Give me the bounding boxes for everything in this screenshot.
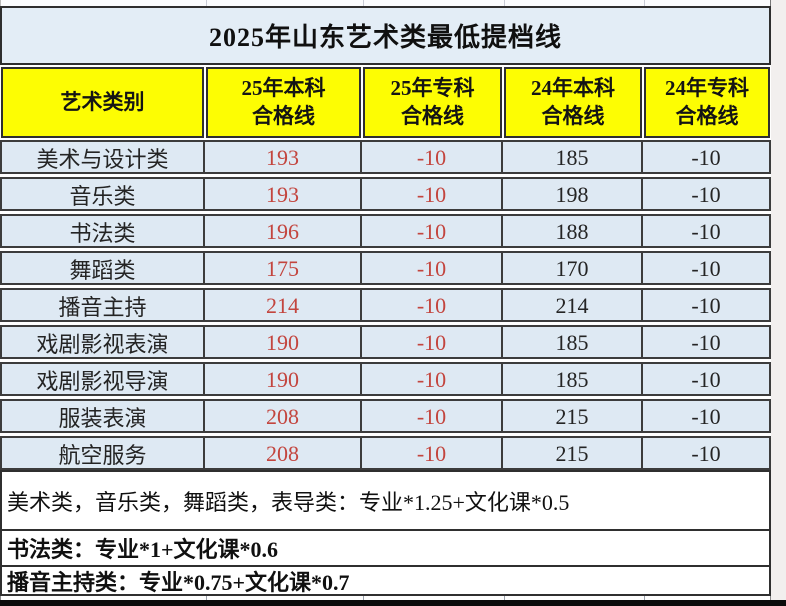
score-cell: 190 (203, 364, 360, 396)
header-line: 合格线 (401, 103, 464, 128)
score-cell: -10 (360, 142, 501, 174)
score-cell: 175 (203, 253, 360, 285)
header-cell-2025-benke: 25年本科 合格线 (206, 67, 361, 138)
category-cell: 音乐类 (69, 184, 136, 209)
formula-note-general: 美术类，音乐类，舞蹈类，表导类：专业*1.25+文化课*0.5 (0, 470, 771, 531)
table-row: 舞蹈类 175 -10 170 -10 (0, 251, 771, 285)
table-row: 音乐类 193 -10 198 -10 (0, 177, 771, 211)
score-cell: 193 (203, 179, 360, 211)
header-cell-2024-zhuanke: 24年专科 合格线 (644, 67, 770, 138)
score-cell: -10 (360, 401, 501, 433)
table-row: 航空服务 208 -10 215 -10 (0, 436, 771, 470)
score-cell: 185 (501, 142, 641, 174)
score-cell: 196 (203, 216, 360, 248)
score-cell: 198 (501, 179, 641, 211)
score-cell: -10 (641, 253, 769, 285)
table-header-row: 艺术类别 25年本科 合格线 25年专科 合格线 24年本科 合格线 24年专科… (0, 65, 771, 140)
formula-note-calligraphy: 书法类：专业*1+文化课*0.6 (0, 529, 771, 567)
bottom-edge-bar (0, 600, 786, 606)
category-cell: 戏剧影视表演 (36, 332, 169, 357)
cropped-row-bottom (0, 596, 771, 601)
category-cell: 舞蹈类 (69, 258, 136, 283)
header-line: 24年专科 (665, 75, 749, 100)
score-cell: -10 (360, 253, 501, 285)
score-cell: -10 (360, 179, 501, 211)
formula-note-text: 播音主持类：专业*0.75+文化课*0.7 (7, 569, 350, 595)
formula-note-text: 美术类，音乐类，舞蹈类，表导类：专业*1.25+文化课*0.5 (7, 489, 570, 515)
page-margin-right (771, 0, 786, 600)
table-row: 书法类 196 -10 188 -10 (0, 214, 771, 248)
table-title: 2025年山东艺术类最低提档线 (0, 6, 771, 65)
table-row: 戏剧影视导演 190 -10 185 -10 (0, 362, 771, 396)
header-cell-2024-benke: 24年本科 合格线 (504, 67, 642, 138)
score-cell: -10 (641, 216, 769, 248)
score-cell: 208 (203, 438, 360, 470)
score-cell: -10 (360, 364, 501, 396)
category-cell: 美术与设计类 (36, 147, 169, 172)
category-cell: 播音主持 (58, 295, 147, 320)
score-cell: 185 (501, 364, 641, 396)
cropped-row-top (0, 0, 771, 6)
formula-note-broadcasting: 播音主持类：专业*0.75+文化课*0.7 (0, 565, 771, 596)
divider (504, 596, 505, 601)
divider (206, 596, 207, 601)
score-cell: -10 (360, 327, 501, 359)
score-cell: -10 (641, 290, 769, 322)
score-cell: -10 (641, 438, 769, 470)
divider (206, 0, 207, 6)
divider (644, 0, 645, 6)
divider (363, 0, 364, 6)
category-cell: 服装表演 (58, 406, 147, 431)
score-cell: 215 (501, 401, 641, 433)
table-row: 播音主持 214 -10 214 -10 (0, 288, 771, 322)
score-cell: -10 (641, 401, 769, 433)
header-line: 25年本科 (241, 75, 326, 100)
score-cell: 214 (203, 290, 360, 322)
score-cell: -10 (641, 179, 769, 211)
table-body: 美术与设计类 193 -10 185 -10 音乐类 193 -10 198 -… (0, 140, 771, 470)
header-line: 25年专科 (390, 75, 475, 100)
table-row: 服装表演 208 -10 215 -10 (0, 399, 771, 433)
category-cell: 戏剧影视导演 (36, 369, 169, 394)
divider (644, 596, 645, 601)
category-cell: 航空服务 (58, 443, 147, 468)
table-row: 戏剧影视表演 190 -10 185 -10 (0, 325, 771, 359)
header-cell-2025-zhuanke: 25年专科 合格线 (363, 67, 502, 138)
header-line: 24年本科 (531, 75, 615, 100)
category-cell: 书法类 (69, 221, 136, 246)
score-cell: 215 (501, 438, 641, 470)
score-formula-notes: 美术类，音乐类，舞蹈类，表导类：专业*1.25+文化课*0.5 书法类：专业*1… (0, 470, 771, 596)
score-cell: 190 (203, 327, 360, 359)
header-line: 艺术类别 (60, 89, 145, 114)
score-cell: 185 (501, 327, 641, 359)
score-cell: 214 (501, 290, 641, 322)
header-line: 合格线 (252, 103, 315, 128)
score-cell: 193 (203, 142, 360, 174)
score-cell: 208 (203, 401, 360, 433)
score-cell: -10 (360, 290, 501, 322)
formula-note-text: 书法类：专业*1+文化课*0.6 (7, 537, 279, 562)
admission-table: 2025年山东艺术类最低提档线 艺术类别 25年本科 合格线 25年专科 合格线… (0, 0, 771, 601)
score-cell: 170 (501, 253, 641, 285)
table-row: 美术与设计类 193 -10 185 -10 (0, 140, 771, 174)
divider (504, 0, 505, 6)
score-cell: -10 (641, 142, 769, 174)
divider (363, 596, 364, 601)
header-line: 合格线 (541, 103, 605, 128)
score-cell: 188 (501, 216, 641, 248)
score-cell: -10 (360, 438, 501, 470)
score-cell: -10 (641, 327, 769, 359)
score-cell: -10 (641, 364, 769, 396)
header-line: 合格线 (675, 103, 739, 128)
header-cell-category: 艺术类别 (1, 67, 204, 138)
score-cell: -10 (360, 216, 501, 248)
table-title-text: 2025年山东艺术类最低提档线 (208, 23, 562, 52)
